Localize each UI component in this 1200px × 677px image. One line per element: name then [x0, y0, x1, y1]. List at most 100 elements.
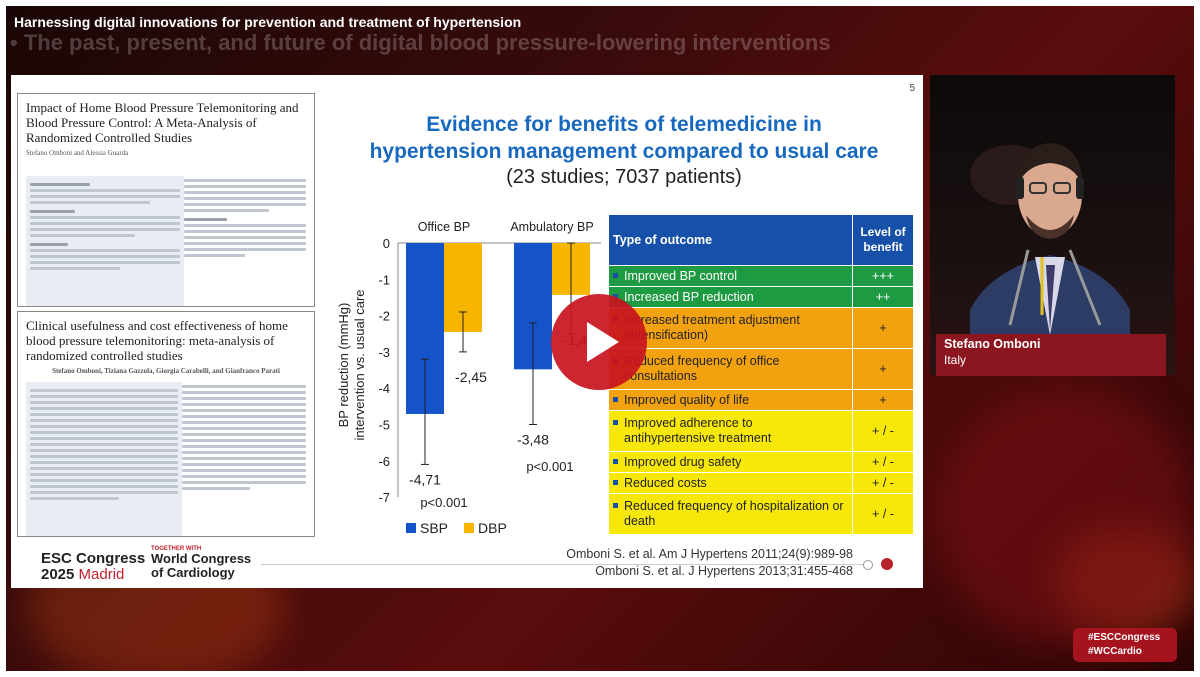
- data-label: -4,71: [409, 471, 441, 487]
- speaker-video: [930, 75, 1175, 375]
- outcome-row: Improved drug safety + / -: [608, 451, 914, 473]
- y-axis-label-line-1: BP reduction (mmHg): [336, 303, 351, 428]
- wcc-logo: TOGETHER WITH World Congress of Cardiolo…: [151, 546, 251, 580]
- esc-logo-city: Madrid: [78, 566, 125, 583]
- outcome-label: Reduced frequency of office consultation…: [608, 348, 853, 390]
- outcome-row: Improved quality of life +: [608, 389, 914, 411]
- benefit-level: + / -: [852, 472, 914, 494]
- video-title: Harnessing digital innovations for preve…: [14, 14, 522, 30]
- outcome-row: Reduced frequency of hospitalization or …: [608, 493, 914, 535]
- outcome-text: Reduced frequency of office consultation…: [624, 354, 780, 383]
- speaker-nameplate: [936, 334, 1166, 376]
- bullet-icon: [613, 479, 618, 485]
- y-tick-label: -4: [378, 381, 390, 396]
- outcomes-table-header: Type of outcome Level of benefit: [608, 214, 914, 266]
- benefit-level: +++: [852, 265, 914, 287]
- outcome-row: Improved adherence to antihypertensive t…: [608, 410, 914, 452]
- benefit-level: + / -: [852, 493, 914, 535]
- outcomes-table: Type of outcome Level of benefit Improve…: [608, 214, 914, 535]
- data-label: -3,48: [517, 432, 549, 448]
- benefit-level: + / -: [852, 410, 914, 452]
- y-tick-label: -1: [378, 272, 390, 287]
- bullet-icon: [613, 458, 618, 464]
- data-label: -2,45: [455, 369, 487, 385]
- y-tick-label: 0: [383, 236, 390, 251]
- slide-number: 5: [909, 83, 915, 94]
- slide-divider: [261, 564, 871, 565]
- y-tick-label: -6: [378, 454, 390, 469]
- y-tick-label: -5: [378, 418, 390, 433]
- y-tick-label: -2: [378, 309, 390, 324]
- group-label: Office BP: [418, 220, 471, 234]
- presentation-slide: 5 Impact of Home Blood Pressure Telemoni…: [11, 75, 923, 588]
- outcome-row: Improved BP control +++: [608, 265, 914, 287]
- legend-label-sbp: SBP: [420, 520, 448, 536]
- outcome-text: Reduced costs: [624, 475, 707, 490]
- benefit-level: +: [852, 307, 914, 349]
- speaker-name: Stefano Omboni: [944, 337, 1041, 351]
- outcome-text: Improved drug safety: [624, 454, 742, 469]
- legend-swatch-sbp: [406, 523, 416, 533]
- y-tick-label: -3: [378, 345, 390, 360]
- play-icon: [587, 322, 619, 362]
- paper-1-text-column: [184, 176, 306, 260]
- outcome-row: Reduced costs + / -: [608, 472, 914, 494]
- outcome-text: Improved adherence to antihypertensive t…: [624, 416, 772, 445]
- paper-2-text-column: [182, 382, 306, 493]
- reference-1: Omboni S. et al. Am J Hypertens 2011;24(…: [566, 547, 853, 561]
- p-value-label: p<0.001: [420, 495, 467, 510]
- paper-1-title: Impact of Home Blood Pressure Telemonito…: [26, 100, 299, 145]
- benefit-level: +: [852, 389, 914, 411]
- bullet-icon: [613, 396, 618, 402]
- slide-dot-red: [881, 558, 893, 570]
- outcome-text: Reduced frequency of hospitalization or …: [624, 499, 844, 528]
- speaker-silhouette: [970, 143, 1130, 375]
- benefit-level: + / -: [852, 451, 914, 473]
- outcome-label: Improved adherence to antihypertensive t…: [608, 410, 853, 452]
- outcome-text: Improved quality of life: [624, 392, 750, 407]
- esc-logo-title: ESC Congress: [41, 550, 146, 567]
- wcc-logo-together: TOGETHER WITH: [151, 546, 202, 552]
- paper-thumbnail-2: Clinical usefulness and cost effectivene…: [17, 311, 315, 537]
- y-axis-label-line-2: intervention vs. usual care: [352, 289, 367, 440]
- bullet-icon: [613, 420, 618, 425]
- wcc-logo-line-1: World Congress: [151, 551, 252, 566]
- reference-2: Omboni S. et al. J Hypertens 2013;31:455…: [595, 564, 853, 578]
- outcome-label: Reduced frequency of hospitalization or …: [608, 493, 853, 535]
- hashtag-box: [1073, 628, 1177, 662]
- paper-2-abstract-box: [26, 382, 182, 536]
- slide-title: Evidence for benefits of telemedicine in…: [329, 111, 919, 165]
- play-button[interactable]: [551, 294, 647, 390]
- legend-label-dbp: DBP: [478, 520, 507, 536]
- paper-2-authors: Stefano Omboni, Tiziana Gazzola, Giorgia…: [52, 367, 280, 375]
- outcome-label: Reduced costs: [608, 472, 853, 494]
- legend-swatch-dbp: [464, 523, 474, 533]
- outcome-row: Reduced frequency of office consultation…: [608, 348, 914, 390]
- p-value-label: p<0.001: [526, 459, 573, 474]
- paper-1-authors: Stefano Omboni and Alessia Guarda: [26, 149, 129, 157]
- speaker-country: Italy: [944, 353, 967, 367]
- bp-reduction-chart: BP reduction (mmHg) intervention vs. usua…: [336, 220, 601, 536]
- paper-thumbnail-1: Impact of Home Blood Pressure Telemonito…: [17, 93, 315, 307]
- header-outcome: Type of outcome: [608, 214, 853, 266]
- outcome-label: Improved BP control: [608, 265, 853, 287]
- slide-subtitle: (23 studies; 7037 patients): [506, 166, 742, 188]
- group-label: Ambulatory BP: [510, 220, 593, 234]
- hashtag-wcc: #WCCardio: [1088, 646, 1142, 657]
- wcc-logo-line-2: of Cardiology: [151, 565, 235, 580]
- paper-1-abstract-box: [26, 176, 184, 306]
- benefit-level: +: [852, 348, 914, 390]
- esc-congress-logo: ESC Congress 2025 Madrid: [41, 551, 145, 583]
- outcome-row: Increased BP reduction ++: [608, 286, 914, 308]
- bullet-icon: [613, 503, 618, 508]
- subtitle-overlay: • The past, present, and future of digit…: [10, 30, 831, 55]
- outcome-text: Improved BP control: [624, 268, 738, 283]
- outcome-row: Increased treatment adjustment (intensif…: [608, 307, 914, 349]
- hashtag-esc: #ESCCongress: [1088, 632, 1161, 643]
- bullet-icon: [613, 272, 618, 278]
- slide-dot-outline: [863, 560, 873, 570]
- outcome-text: Increased treatment adjustment (intensif…: [624, 313, 800, 342]
- outcome-label: Increased BP reduction: [608, 286, 853, 308]
- paper-2-title: Clinical usefulness and cost effectivene…: [26, 318, 288, 363]
